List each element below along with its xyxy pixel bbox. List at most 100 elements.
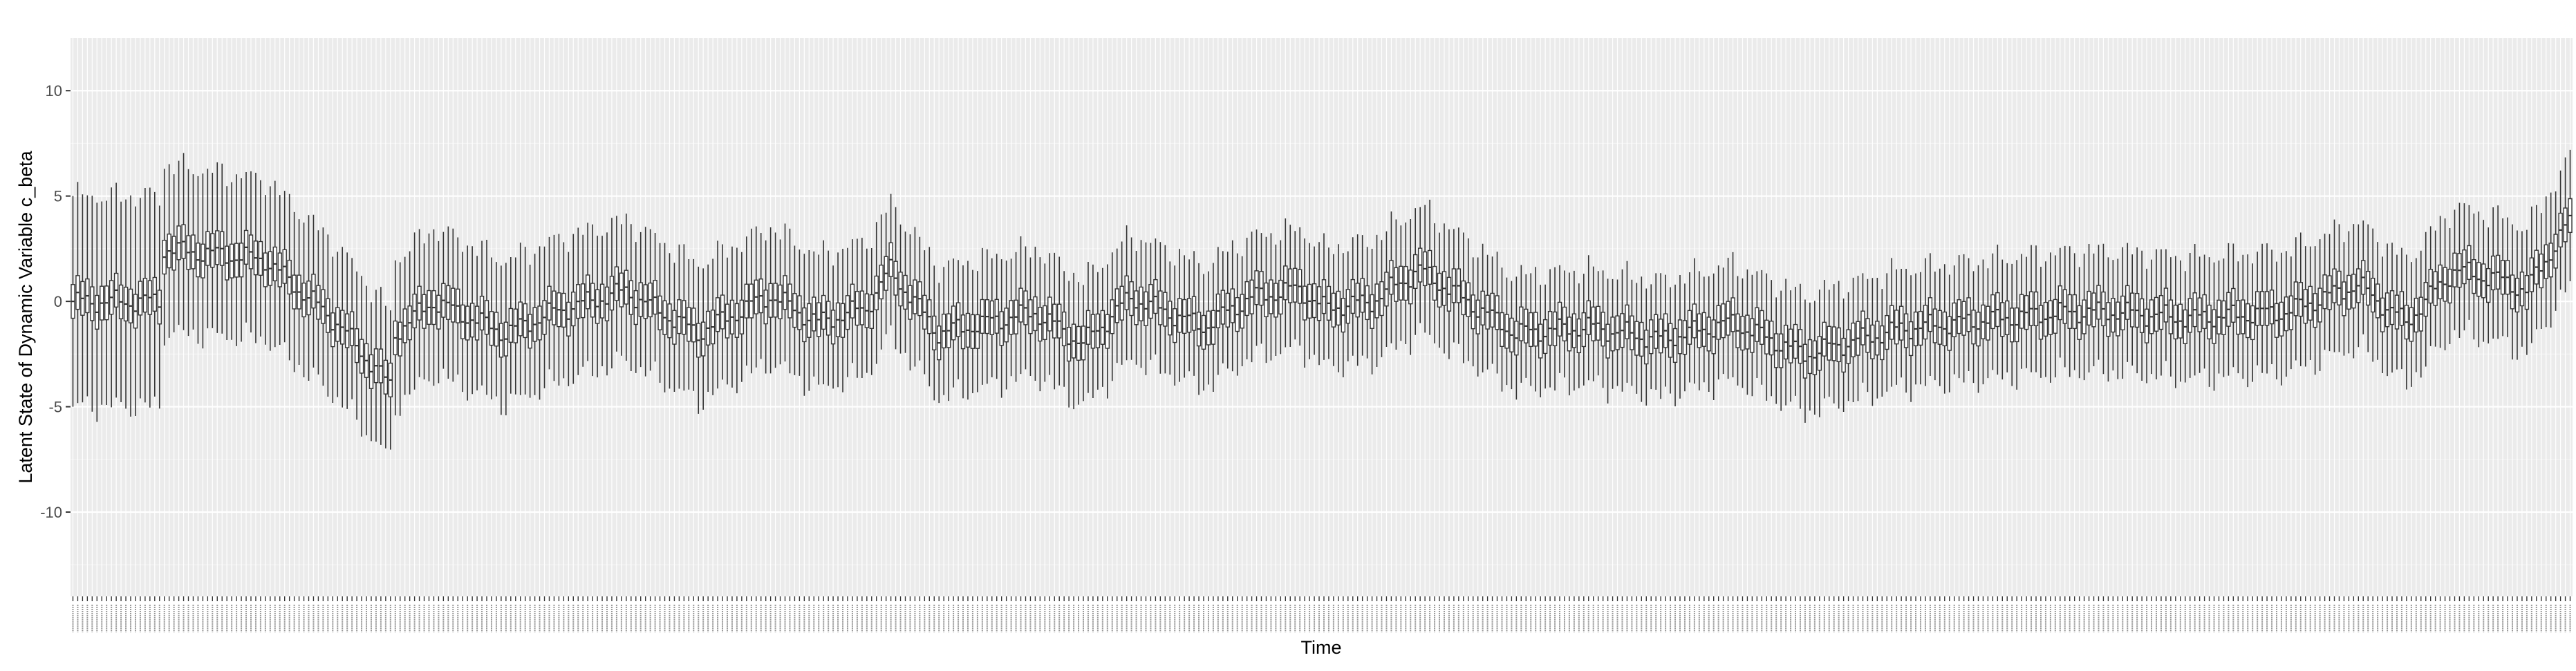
boxplot-item	[2514, 230, 2520, 360]
boxplot-item	[1947, 274, 1952, 393]
boxplot-item	[1307, 243, 1312, 359]
boxplot-item	[2486, 227, 2491, 344]
boxplot-item	[292, 211, 297, 372]
boxplot-item	[2154, 249, 2159, 379]
boxplot-item	[1297, 227, 1303, 346]
boxplot-item	[1942, 264, 1947, 394]
boxplot-item	[1865, 278, 1870, 393]
boxplot-item	[1105, 264, 1110, 399]
y-tick-label: 5	[54, 188, 62, 205]
boxplot-item	[1615, 279, 1620, 386]
boxplot-item	[2274, 261, 2279, 379]
boxplot-item	[662, 243, 667, 393]
boxplot-item	[1206, 271, 1211, 385]
boxplot-item	[1370, 249, 1374, 375]
boxplot-item	[407, 251, 412, 395]
boxplot-item	[2472, 213, 2476, 340]
boxplot-item	[1846, 292, 1851, 401]
boxplot-item	[1153, 238, 1158, 355]
boxplot-item	[946, 260, 951, 401]
boxplot-item	[2303, 246, 2308, 367]
y-tick-label: -5	[48, 399, 62, 416]
boxplot-item	[239, 178, 244, 342]
boxplot-item	[2544, 196, 2548, 328]
boxplot-item	[2524, 229, 2530, 355]
boxplot-item	[2129, 254, 2135, 366]
boxplot-item	[104, 200, 109, 406]
boxplot-item	[373, 290, 379, 442]
boxplot-item	[100, 201, 104, 405]
boxplot-item	[1129, 237, 1134, 360]
boxplot-item	[1201, 274, 1206, 391]
boxplot-item	[874, 222, 879, 364]
boxplot-item	[739, 252, 745, 382]
boxplot-item	[494, 262, 499, 397]
boxplot-item	[2000, 259, 2005, 380]
boxplot-item	[1620, 269, 1625, 392]
boxplot-item	[253, 172, 259, 343]
boxplot-item	[436, 240, 441, 384]
boxplot-item	[306, 215, 311, 381]
boxplot-item	[2327, 234, 2332, 352]
boxplot-item	[1403, 223, 1408, 345]
boxplot-item	[1885, 273, 1889, 392]
boxplot-item	[1283, 218, 1288, 348]
boxplot-item	[2447, 227, 2452, 345]
boxplot-item	[162, 169, 167, 346]
boxplot-item	[1908, 275, 1914, 402]
boxplot-item	[999, 259, 1004, 398]
boxplot-item	[576, 227, 581, 375]
boxplot-item	[1677, 275, 1683, 399]
boxplot-item	[1875, 277, 1880, 399]
boxplot-item	[937, 283, 942, 404]
boxplot-item	[1682, 283, 1688, 392]
boxplot-item	[1812, 301, 1818, 415]
boxplot-item	[1264, 236, 1269, 363]
boxplot-item	[167, 164, 171, 338]
boxplot-item	[1090, 264, 1096, 399]
boxplot-item	[1446, 229, 1452, 359]
boxplot-item	[2183, 271, 2187, 383]
boxplot-item	[1721, 267, 1726, 375]
boxplot-item	[2264, 243, 2270, 374]
boxplot-item	[1177, 249, 1182, 382]
boxplot-item	[1119, 241, 1124, 365]
boxplot-item	[1706, 276, 1711, 392]
boxplot-item	[272, 180, 277, 348]
boxplot-item	[2279, 252, 2284, 386]
boxplot-item	[1672, 284, 1678, 407]
boxplot-item	[1735, 276, 1740, 386]
boxplot-item	[2091, 253, 2096, 367]
boxplot-item	[1981, 259, 1986, 385]
boxplot-item	[263, 195, 268, 345]
boxplot-item	[2418, 250, 2423, 378]
boxplot-item	[1639, 276, 1644, 402]
boxplot-item	[1596, 271, 1600, 376]
boxplot-item	[1355, 234, 1360, 366]
boxplot-item	[1668, 287, 1673, 394]
boxplot-item	[653, 232, 657, 362]
boxplot-item	[2028, 245, 2034, 372]
boxplot-item	[1932, 271, 1938, 381]
boxplot-item	[359, 276, 364, 437]
boxplot-item	[1215, 247, 1221, 375]
boxplot-item	[85, 195, 90, 397]
boxplot-item	[1870, 278, 1875, 406]
boxplot-item	[1495, 252, 1500, 374]
boxplot-item	[2139, 250, 2145, 381]
boxplot-item	[2158, 249, 2164, 376]
boxplot-item	[1417, 207, 1423, 323]
boxplot-item	[248, 171, 254, 333]
boxplot-item	[705, 264, 711, 392]
boxplot-item	[1649, 284, 1654, 390]
boxplot-item	[884, 212, 888, 334]
boxplot-item	[147, 187, 153, 408]
boxplot-item	[2192, 244, 2197, 376]
boxplot-item	[797, 249, 802, 376]
boxplot-item	[1986, 268, 1990, 379]
boxplot-item	[378, 287, 384, 445]
boxplot-item	[1437, 232, 1442, 348]
boxplot-item	[1755, 271, 1760, 378]
boxplot-item	[513, 257, 518, 395]
boxplot-item	[2269, 249, 2275, 364]
